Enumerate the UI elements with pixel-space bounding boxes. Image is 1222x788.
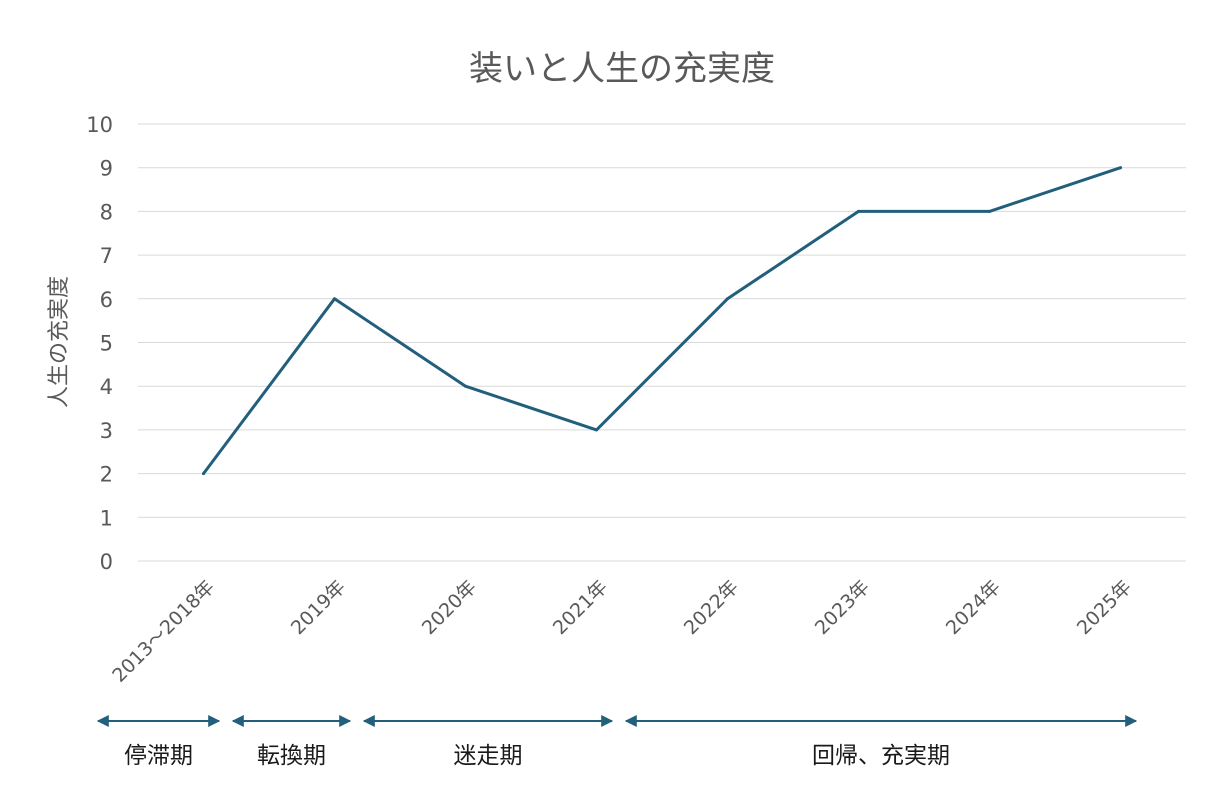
x-tick-label: 2013～2018年 bbox=[108, 576, 219, 687]
y-tick-label: 9 bbox=[100, 157, 113, 181]
data-point bbox=[464, 384, 467, 388]
y-tick-label: 4 bbox=[100, 375, 113, 399]
y-tick-label: 0 bbox=[100, 550, 113, 574]
data-point bbox=[595, 428, 598, 432]
phase-label: 転換期 bbox=[257, 743, 326, 769]
y-tick-label: 8 bbox=[100, 200, 113, 224]
x-axis-ticks: 2013～2018年 2019年 2020年 2021年 2022年 2023年 2024年… bbox=[108, 576, 1136, 687]
y-axis-ticks: 0 1 2 3 4 5 6 7 8 9 10 bbox=[86, 113, 113, 574]
y-tick-label: 6 bbox=[100, 288, 113, 312]
data-point bbox=[857, 209, 860, 213]
y-tick-label: 1 bbox=[100, 506, 113, 530]
series-layer bbox=[202, 166, 1122, 476]
x-tick-label: 2025年 bbox=[1073, 576, 1136, 639]
series-line bbox=[202, 166, 1122, 476]
y-tick-label: 7 bbox=[100, 244, 113, 268]
data-point bbox=[1119, 166, 1122, 170]
data-point bbox=[988, 209, 991, 213]
x-tick-label: 2021年 bbox=[549, 576, 612, 639]
phase-label: 回帰、充実期 bbox=[812, 743, 950, 769]
data-point bbox=[726, 297, 729, 301]
data-point bbox=[333, 297, 336, 301]
chart-title: 装いと人生の充実度 bbox=[469, 49, 775, 89]
data-point bbox=[202, 472, 205, 476]
phase-label: 停滞期 bbox=[124, 743, 193, 769]
gridlines bbox=[138, 123, 1186, 562]
y-axis-title: 人生の充実度 bbox=[47, 276, 72, 408]
y-tick-label: 10 bbox=[86, 113, 113, 137]
x-tick-label: 2020年 bbox=[418, 576, 481, 639]
x-tick-label: 2024年 bbox=[942, 576, 1005, 639]
x-tick-label: 2023年 bbox=[811, 576, 874, 639]
phase-annotations: 停滞期 転換期 迷走期 回帰、充実期 bbox=[96, 715, 1138, 769]
y-tick-label: 2 bbox=[100, 463, 113, 487]
y-tick-label: 5 bbox=[100, 332, 113, 356]
x-tick-label: 2022年 bbox=[680, 576, 743, 639]
phase-label: 迷走期 bbox=[454, 743, 523, 769]
y-tick-label: 3 bbox=[100, 419, 113, 443]
x-tick-label: 2019年 bbox=[287, 576, 350, 639]
